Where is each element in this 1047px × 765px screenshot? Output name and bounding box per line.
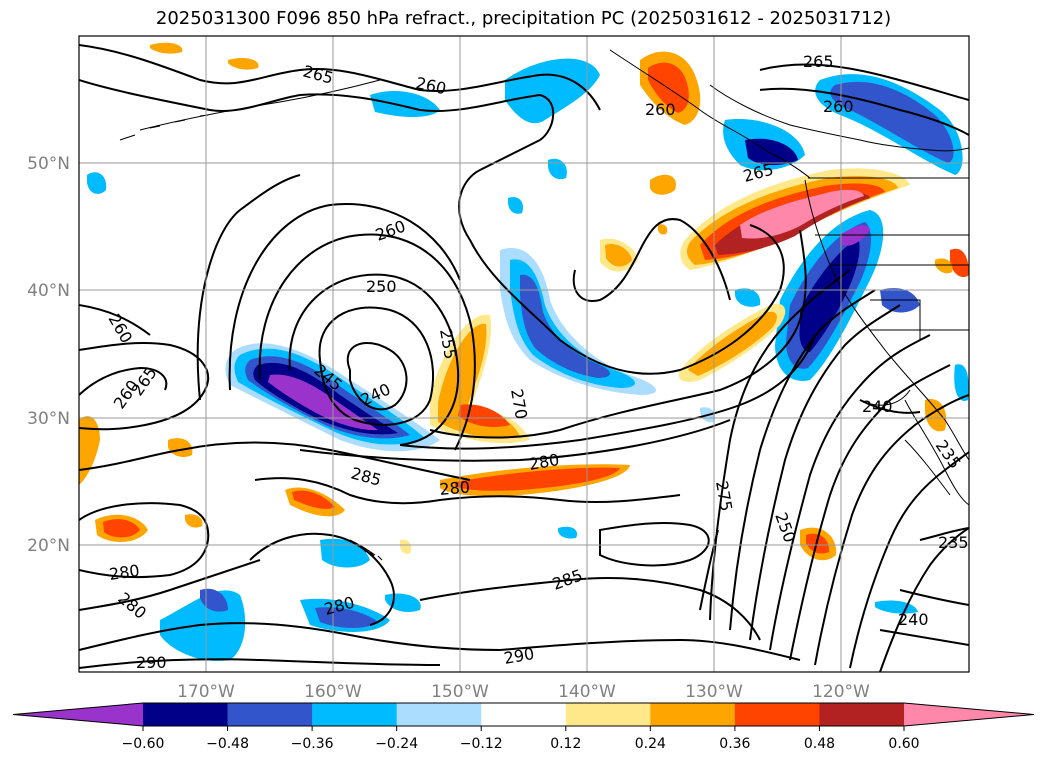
- precip-region: [292, 490, 335, 509]
- colorbar-tick-label: 0.48: [804, 736, 835, 752]
- lat-label: 30°N: [27, 409, 70, 429]
- contour-label: 280: [439, 477, 471, 499]
- contour-label: 250: [366, 277, 397, 296]
- precip-region: [950, 248, 969, 278]
- lon-label: 160°W: [304, 682, 362, 702]
- colorbar-segment: [481, 703, 567, 726]
- contour-label: 280: [108, 561, 141, 584]
- precip-region: [740, 189, 864, 239]
- colorbar: −0.60 −0.48 −0.36 −0.24 −0.12 0.12 0.24 0.36 0.4…: [12, 702, 1035, 752]
- precip-region: [315, 607, 378, 628]
- colorbar-segment: [312, 703, 398, 726]
- colorbar-tick-label: 0.36: [719, 736, 750, 752]
- lat-label: 50°N: [27, 154, 70, 174]
- contour-label: 240: [862, 397, 893, 416]
- precip-region: [735, 288, 761, 307]
- lon-label: 140°W: [558, 682, 616, 702]
- precip-region: [438, 323, 520, 439]
- precip-region: [87, 172, 107, 194]
- precip-region: [605, 243, 632, 267]
- colorbar-tick-label: 0.12: [550, 736, 581, 752]
- colorbar-tick-label: 0.60: [888, 736, 919, 752]
- precip-region: [935, 258, 953, 274]
- colorbar-segment: [650, 703, 736, 726]
- colorbar-segment: [565, 703, 651, 726]
- precip-region: [168, 438, 193, 458]
- precip-region: [510, 259, 635, 388]
- map-frame: [78, 35, 970, 673]
- colorbar-tick-label: −0.60: [122, 736, 165, 752]
- colorbar-tick-label: −0.48: [206, 736, 249, 752]
- contour-label: 290: [136, 653, 167, 672]
- precip-region: [830, 81, 954, 163]
- precip-region: [228, 57, 259, 70]
- precip-region: [458, 404, 510, 427]
- lon-label: 170°W: [177, 682, 235, 702]
- precip-region: [799, 238, 860, 352]
- precip-region: [954, 364, 969, 401]
- contour-label: 260: [645, 100, 676, 119]
- precip-region: [185, 514, 203, 528]
- precip-region: [548, 158, 567, 180]
- colorbar-extension-min: [13, 703, 143, 726]
- contour-label: 240: [898, 610, 929, 629]
- precip-region: [520, 274, 610, 378]
- precip-region: [268, 374, 378, 431]
- precip-region: [150, 42, 183, 54]
- map-title: 2025031300 F096 850 hPa refract., precip…: [155, 8, 892, 29]
- colorbar-tick-label: −0.24: [375, 736, 418, 752]
- map-panel: 265 260 260 265 260 260 250 255 245 240 …: [79, 36, 969, 672]
- precip-region: [399, 539, 412, 554]
- precip-region: [79, 416, 100, 485]
- precip-region: [657, 224, 668, 235]
- lat-label: 40°N: [27, 281, 70, 301]
- contour-label: 235: [938, 533, 969, 552]
- colorbar-segment: [396, 703, 482, 726]
- graticule: [79, 36, 969, 672]
- precip-region: [806, 533, 830, 554]
- precip-region: [103, 519, 140, 538]
- precip-region: [508, 196, 524, 214]
- contour-label: 265: [803, 52, 834, 71]
- colorbar-segment: [734, 703, 820, 726]
- precip-region: [505, 58, 600, 124]
- colorbar-tick-label: −0.36: [291, 736, 334, 752]
- lat-label: 20°N: [27, 536, 70, 556]
- colorbar-segment: [143, 703, 229, 726]
- refractivity-contours: [79, 44, 969, 672]
- contour-label: 260: [823, 97, 854, 116]
- lon-label: 150°W: [431, 682, 489, 702]
- colorbar-tick-label: 0.24: [635, 736, 666, 752]
- lon-label: 120°W: [812, 682, 870, 702]
- precip-region: [558, 526, 578, 539]
- latitude-labels: 50°N 40°N 30°N 20°N: [27, 154, 70, 556]
- lon-label: 130°W: [685, 682, 743, 702]
- colorbar-extension-max: [904, 703, 1034, 726]
- precip-region: [200, 588, 228, 612]
- longitude-labels: 170°W 160°W 150°W 140°W 130°W 120°W: [177, 682, 870, 702]
- colorbar-tick-label: −0.12: [460, 736, 503, 752]
- precip-region: [650, 174, 676, 195]
- precip-region: [840, 225, 870, 246]
- colorbar-segment: [227, 703, 313, 726]
- precip-region: [455, 467, 620, 491]
- colorbar-segment: [819, 703, 905, 726]
